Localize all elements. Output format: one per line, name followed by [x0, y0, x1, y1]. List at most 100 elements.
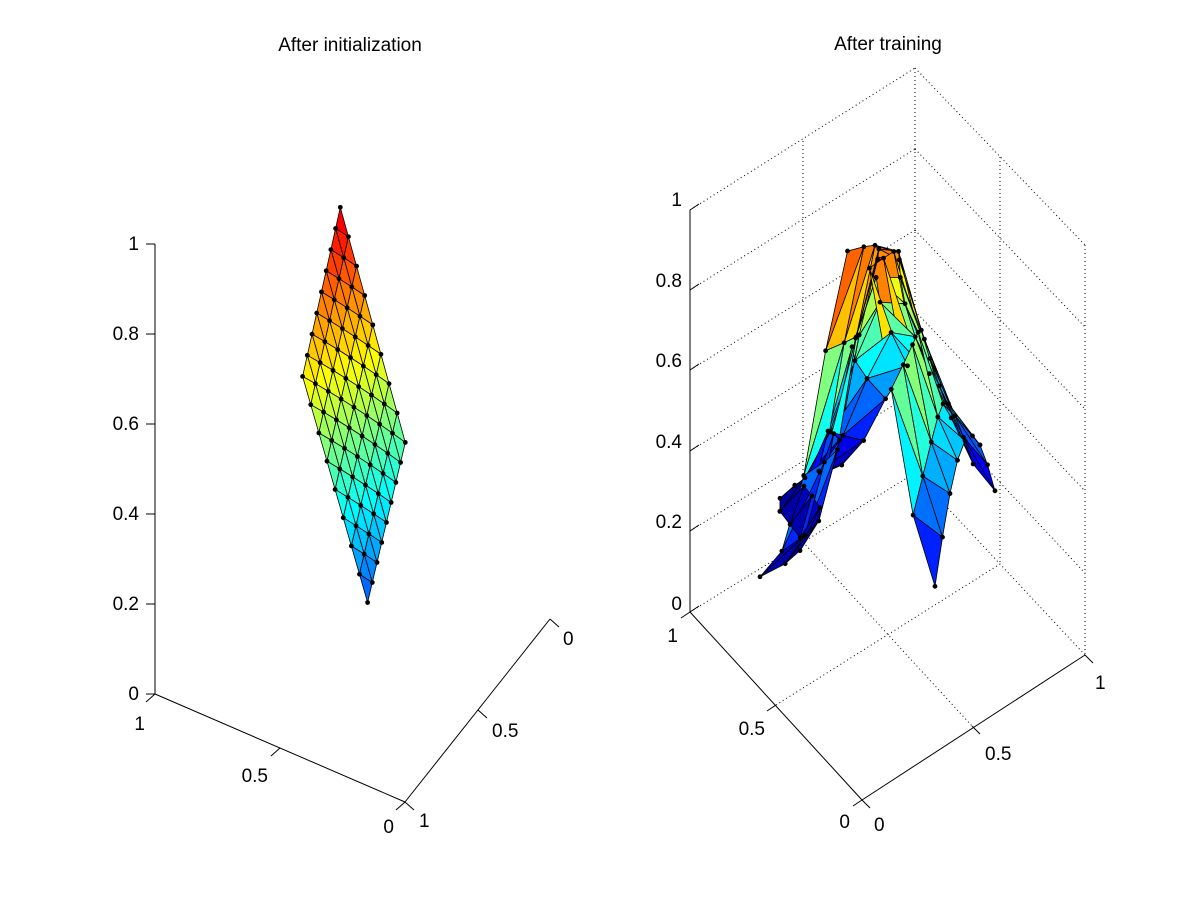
left-surface-node — [381, 401, 387, 407]
right-surface-node — [816, 468, 822, 474]
left-y-axis — [404, 618, 551, 803]
right-surface-node — [910, 512, 916, 518]
right-surface-node — [777, 495, 783, 501]
right-surface-facet — [789, 495, 813, 538]
left-y-tick — [477, 709, 488, 719]
right-surface-node — [936, 383, 942, 389]
right-surface-node — [927, 356, 933, 361]
right-surface-node — [852, 358, 858, 364]
left-surface-node — [374, 560, 380, 565]
right-surface-node — [787, 522, 793, 527]
left-y-tick-label: 0.5 — [492, 721, 518, 742]
right-z-tick — [689, 283, 700, 291]
right-surface-node — [849, 344, 855, 350]
left-x-tick-label: 0.5 — [242, 766, 268, 787]
left-surface-node — [352, 334, 358, 340]
right-surface-node — [970, 461, 976, 467]
right-surface-node — [864, 376, 870, 381]
left-surface-node — [351, 404, 357, 410]
right-surface-node — [952, 413, 958, 419]
left-z-tick-label: 0 — [128, 684, 139, 705]
right-surface-node — [809, 493, 815, 499]
right-surface-node — [897, 275, 903, 280]
right-surface-node — [835, 447, 840, 453]
left-surface-node — [344, 305, 350, 311]
right-surface-node — [926, 371, 932, 377]
left-y-tick — [549, 618, 560, 628]
left-surface-node — [330, 367, 336, 373]
left-surface-node — [335, 347, 341, 352]
left-x-tick — [270, 747, 281, 757]
left-surface-node — [378, 351, 384, 357]
right-surface-node — [777, 508, 783, 514]
right-surface-node — [853, 335, 859, 341]
right-surface-facet — [954, 415, 988, 466]
right-surface-node — [905, 363, 910, 369]
right-x-tick — [680, 611, 691, 619]
left-surface-node — [377, 421, 383, 427]
right-z-tick-label: 0 — [671, 594, 682, 615]
left-surface-node — [364, 413, 370, 418]
left-surface-node — [328, 247, 334, 253]
left-surface-node — [332, 487, 338, 492]
right-surface-node — [920, 473, 926, 479]
left-x-tick — [145, 693, 156, 703]
right-surface-node — [802, 533, 808, 539]
right-surface-node — [940, 534, 945, 540]
right-y-tick-label: 1 — [1095, 673, 1106, 694]
left-y-tick — [404, 801, 415, 811]
left-surface-node — [390, 430, 395, 436]
right-z-tick — [689, 444, 700, 452]
left-title: After initialization — [278, 35, 422, 56]
left-x-tick — [395, 801, 406, 811]
right-surface-node — [816, 518, 822, 524]
left-surface-node — [372, 442, 378, 447]
right-surface-node — [883, 396, 888, 402]
left-surface-node — [341, 255, 347, 261]
right-y-tick-label: 0 — [874, 815, 885, 836]
left-surface-node — [309, 331, 315, 337]
left-surface-node — [365, 600, 370, 605]
right-surface-node — [861, 244, 867, 250]
left-surface-node — [346, 425, 352, 431]
left-surface-node — [334, 417, 339, 423]
left-surface-node — [367, 462, 373, 468]
left-surface-node — [348, 355, 353, 361]
left-surface-node — [325, 388, 331, 394]
right-surface-mesh — [757, 242, 998, 589]
right-x-tick — [852, 799, 863, 807]
right-surface-node — [801, 483, 807, 489]
left-y-tick-label: 0 — [563, 629, 574, 650]
right-surface-node — [845, 248, 850, 254]
right-z-tick-label: 0.6 — [656, 351, 682, 372]
right-surface-node — [801, 473, 807, 479]
left-surface-node — [361, 551, 367, 557]
right-surface-facet — [912, 514, 943, 587]
right-surface-node — [881, 255, 886, 261]
right-surface-node — [866, 265, 872, 271]
left-surface-node — [354, 263, 359, 269]
right-y-tick — [971, 725, 981, 735]
left-surface-node — [358, 502, 364, 508]
right-surface-node — [827, 429, 833, 435]
right-surface-facet — [784, 520, 820, 565]
right-z-tick — [689, 605, 700, 613]
left-surface-node — [357, 571, 362, 577]
subplot-after-initialization: After initialization 1 0.8 0.6 0.4 0.2 0… — [113, 35, 574, 838]
right-surface-node — [757, 574, 763, 580]
right-surface-node — [955, 457, 960, 463]
left-surface-node — [360, 363, 366, 369]
left-surface-node — [322, 339, 328, 345]
left-surface-node — [362, 293, 368, 298]
left-surface-node — [353, 523, 359, 529]
right-surface-node — [888, 330, 894, 335]
left-surface-node — [402, 440, 408, 445]
left-z-tick-label: 0.4 — [113, 504, 140, 525]
left-surface-node — [356, 384, 362, 389]
left-surface-node — [340, 326, 345, 332]
right-surface-node — [935, 414, 941, 420]
right-surface-node — [876, 246, 882, 252]
left-surface-node — [327, 318, 332, 324]
left-surface-node — [394, 410, 400, 416]
